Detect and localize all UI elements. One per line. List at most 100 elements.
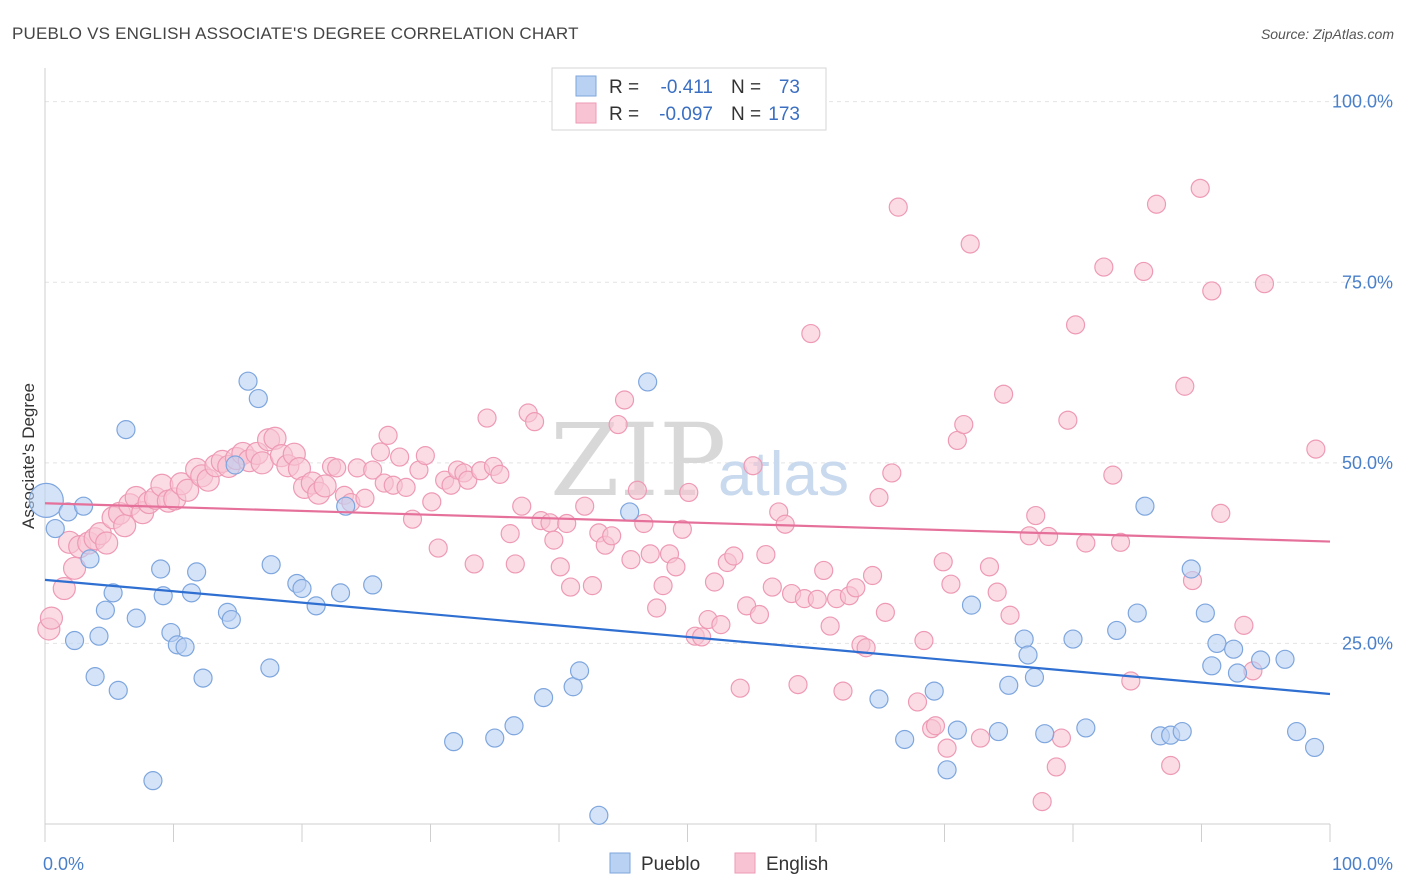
english-point [621,550,641,570]
english-point [807,589,827,609]
chart-title: PUEBLO VS ENGLISH ASSOCIATE'S DEGREE COR… [12,24,579,43]
english-point [743,456,763,476]
english-point [458,470,478,490]
english-point [1211,503,1231,523]
english-point [608,414,628,435]
english-trend-line [44,502,1331,543]
legend-swatch-english [734,852,756,874]
pueblo-point [1286,721,1307,742]
english-point [512,496,532,516]
english-point [490,464,510,484]
pueblo-point [187,562,207,582]
pueblo-point [45,518,65,539]
english-point [679,482,699,503]
english-point [1202,281,1222,301]
english-point [762,577,782,597]
english-point [627,480,647,500]
pueblo-point [336,496,356,516]
english-point [390,447,410,467]
english-point [1110,532,1131,552]
pueblo-point [895,729,915,750]
chart-source: Source: ZipAtlas.com [1261,26,1394,42]
english-point [666,557,686,577]
english-points [37,178,1326,812]
pueblo-point [28,482,64,518]
pueblo-point [620,502,640,522]
english-point [464,554,484,574]
english-point [378,425,398,445]
english-point [756,544,776,565]
english-point [788,674,808,695]
english-point [1051,728,1072,748]
pueblo-point [1181,559,1201,579]
stats-legend-r-value-pueblo: -0.411 [661,77,713,98]
stats-legend-n-label-pueblo: N = [731,77,761,98]
pueblo-point [143,771,163,791]
pueblo-point [1035,724,1055,744]
english-point [888,197,908,217]
english-point [560,577,581,597]
pueblo-point [126,608,146,628]
pueblo-point [1014,629,1034,649]
english-point [979,557,1000,577]
pueblo-point [1127,603,1147,623]
english-point [833,681,853,701]
english-point [987,582,1007,602]
pueblo-point [638,372,658,392]
english-point [914,630,934,651]
stats-legend-swatch-english [575,102,597,124]
english-point [846,578,866,598]
pueblo-point [589,805,609,825]
english-point [477,408,497,428]
pueblo-point [1275,649,1295,669]
english-point [937,738,957,758]
pueblo-point [73,496,94,516]
pueblo-point [485,728,505,748]
english-point [711,615,731,635]
stats-legend-box [551,67,827,131]
pueblo-point [1207,633,1227,654]
pueblo-point [95,600,115,620]
english-point [313,474,337,498]
english-point [925,716,946,736]
y-tick-label-2: 75.0% [1342,272,1393,292]
english-point [1019,526,1039,546]
english-point [1076,533,1096,553]
pueblo-point [292,578,312,599]
pueblo-point [937,760,957,780]
stats-legend-swatch-pueblo [575,75,597,97]
pueblo-point [1076,718,1096,738]
legend-label-pueblo: Pueblo [641,854,700,875]
english-point [95,531,119,555]
english-point [970,728,991,748]
pueblo-point [924,681,944,701]
stats-legend-r-label-pueblo: R = [609,77,639,98]
english-point [176,478,200,502]
pueblo-point [193,668,213,688]
english-point [1175,376,1195,396]
english-point [862,565,883,586]
pueblo-point [175,637,195,657]
pueblo-point [1227,663,1248,683]
english-point [1026,505,1046,526]
english-point [602,526,622,546]
pueblo-point [261,555,281,575]
pueblo-point [363,575,383,595]
stats-legend-n-value-pueblo: 73 [779,77,800,98]
pueblo-point [1202,656,1222,676]
english-point [402,509,423,529]
english-point [327,458,347,478]
pueblo-point [504,716,524,736]
pueblo-point [1172,721,1192,742]
english-point [1032,792,1052,812]
english-point [396,477,416,497]
y-tick-label-0: 25.0% [1342,633,1393,653]
pueblo-point [947,720,967,740]
pueblo-point [1018,645,1038,665]
english-point [634,513,654,534]
stats-legend: R = -0.411 N = 73 R = -0.097 N = 173 [551,67,827,131]
pueblo-point [999,675,1019,695]
english-point [540,513,560,533]
y-tick-label-3: 100.0% [1332,92,1393,112]
